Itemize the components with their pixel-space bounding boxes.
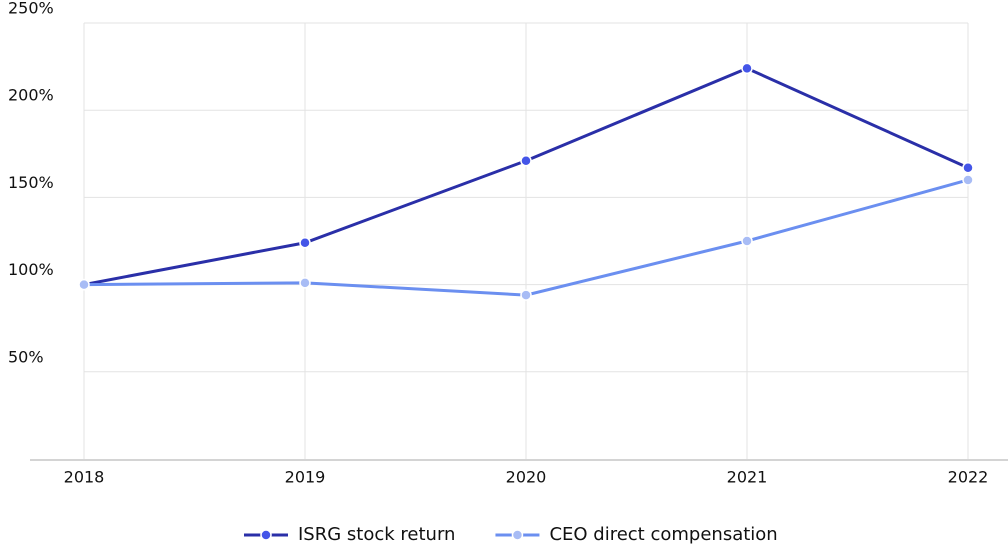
legend-marker [511, 529, 524, 541]
point [741, 62, 753, 75]
y-tick-label: 250% [8, 0, 54, 18]
y-tick-label: 50% [8, 347, 44, 366]
point [962, 162, 974, 174]
point [741, 235, 753, 247]
legend-marker [260, 529, 272, 541]
point [962, 174, 974, 186]
x-tick-label: 2018 [64, 468, 105, 487]
x-tick-label: 2020 [506, 468, 547, 487]
legend-label: CEO direct compensation [549, 524, 777, 544]
legend-label: ISRG stock return [298, 524, 455, 544]
point [520, 289, 532, 301]
point [299, 236, 311, 249]
y-tick-label: 100% [8, 260, 54, 279]
point [78, 278, 90, 291]
y-tick-label: 150% [8, 173, 54, 192]
x-tick-label: 2019 [285, 468, 326, 487]
point [299, 277, 311, 289]
point [520, 155, 532, 167]
x-tick-label: 2022 [948, 468, 989, 487]
x-tick-label: 2021 [727, 468, 768, 487]
y-tick-label: 200% [8, 86, 54, 105]
